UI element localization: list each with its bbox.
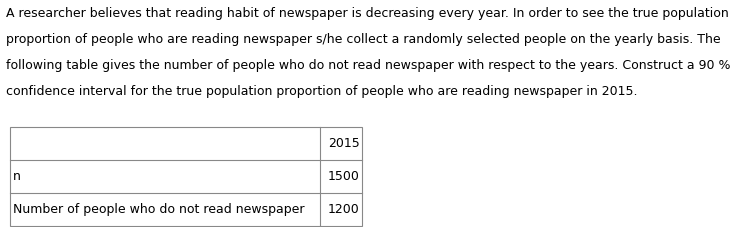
Text: proportion of people who are reading newspaper s/he collect a randomly selected : proportion of people who are reading new… [6,33,720,46]
Text: following table gives the number of people who do not read newspaper with respec: following table gives the number of peop… [6,59,731,72]
Text: 1200: 1200 [328,203,360,216]
Text: n: n [13,170,20,183]
Text: 2015: 2015 [328,137,360,150]
Text: 1500: 1500 [328,170,360,183]
Text: A researcher believes that reading habit of newspaper is decreasing every year. : A researcher believes that reading habit… [6,7,728,20]
Text: confidence interval for the true population proportion of people who are reading: confidence interval for the true populat… [6,85,638,98]
Text: Number of people who do not read newspaper: Number of people who do not read newspap… [13,203,305,216]
